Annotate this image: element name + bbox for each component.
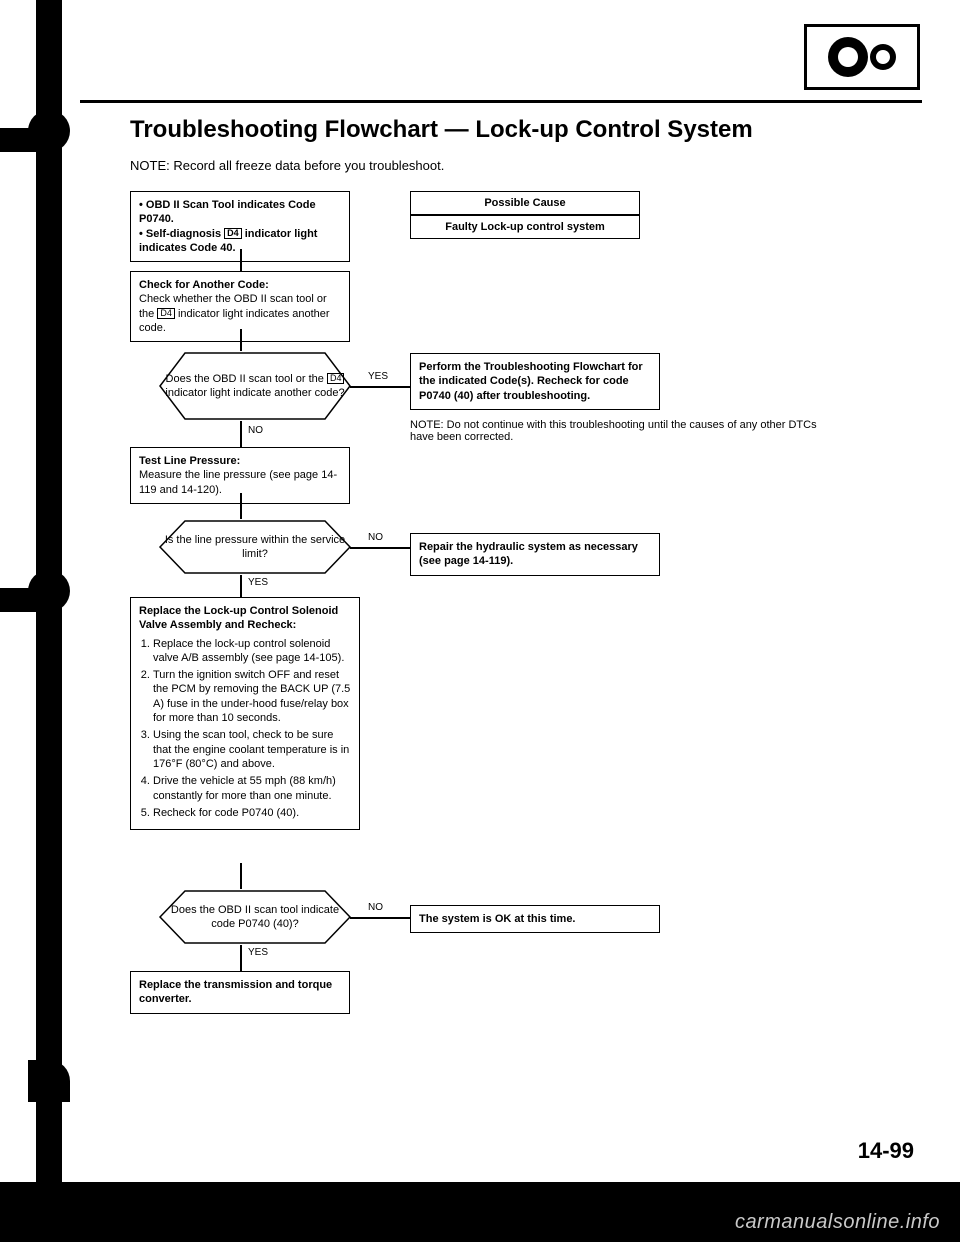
- connector: [350, 917, 410, 919]
- connector: [240, 329, 242, 351]
- gears-icon: [804, 24, 920, 90]
- node-perform-flowchart: Perform the Troubleshooting Flowchart fo…: [410, 353, 660, 410]
- replace-trans-text: Replace the transmission and torque conv…: [139, 979, 332, 1005]
- node-start-line1: • OBD II Scan Tool indicates Code P0740.: [139, 199, 316, 225]
- watermark: carmanualsonline.info: [735, 1211, 940, 1234]
- replace-step-1: Replace the lock-up control solenoid val…: [153, 637, 351, 666]
- note-dtc: NOTE: Do not continue with this troubles…: [410, 419, 830, 443]
- gear-icon: [870, 44, 896, 70]
- replace-step-4: Drive the vehicle at 55 mph (88 km/h) co…: [153, 774, 351, 803]
- label-no: NO: [368, 902, 383, 913]
- binder-hole: [28, 1060, 70, 1102]
- label-yes: YES: [248, 577, 268, 588]
- node-replace-transmission: Replace the transmission and torque conv…: [130, 971, 350, 1014]
- page-number: 14-99: [858, 1138, 914, 1164]
- decision-line-pressure: Is the line pressure within the service …: [130, 519, 380, 575]
- label-no: NO: [248, 425, 263, 436]
- note-record-freeze: NOTE: Record all freeze data before you …: [130, 158, 920, 173]
- possible-cause-heading: Possible Cause: [410, 191, 640, 215]
- binder-tab: [0, 588, 48, 612]
- connector: [240, 249, 242, 271]
- connector: [240, 421, 242, 447]
- possible-cause-text: Faulty Lock-up control system: [410, 215, 640, 239]
- connector: [240, 493, 242, 519]
- node-start-line2a: • Self-diagnosis: [139, 228, 221, 240]
- connector: [240, 945, 242, 971]
- label-yes: YES: [248, 947, 268, 958]
- header-rule: [80, 100, 922, 103]
- connector: [240, 575, 242, 597]
- dec2-text: Is the line pressure within the service …: [164, 533, 346, 562]
- connector: [350, 547, 410, 549]
- node-replace-solenoid: Replace the Lock-up Control Solenoid Val…: [130, 597, 360, 830]
- binder-tab: [0, 128, 48, 152]
- node-check-title: Check for Another Code:: [139, 279, 269, 291]
- d4-icon: D4: [224, 228, 242, 239]
- connector: [240, 863, 242, 889]
- page: Troubleshooting Flowchart — Lock-up Cont…: [0, 0, 960, 1242]
- replace-step-2: Turn the ignition switch OFF and reset t…: [153, 668, 351, 725]
- node-test-title: Test Line Pressure:: [139, 455, 240, 467]
- dec1-line1: Does the OBD II scan tool or the: [166, 373, 324, 385]
- repair-text: Repair the hydraulic system as necessary…: [419, 541, 638, 567]
- replace-title: Replace the Lock-up Control Solenoid Val…: [139, 605, 338, 631]
- node-test-body: Measure the line pressure (see page 14-1…: [139, 469, 337, 495]
- label-no: NO: [368, 532, 383, 543]
- page-title: Troubleshooting Flowchart — Lock-up Cont…: [130, 116, 920, 144]
- decision-code-P0740: Does the OBD II scan tool indicate code …: [130, 889, 380, 945]
- ok-text: The system is OK at this time.: [419, 913, 576, 925]
- connector: [350, 386, 410, 388]
- node-system-ok: The system is OK at this time.: [410, 905, 660, 933]
- dec1-line2: indicator light indicate another code?: [165, 387, 344, 399]
- gear-icon: [828, 37, 868, 77]
- d4-icon: D4: [327, 373, 345, 384]
- decision-another-code: Does the OBD II scan tool or the D4 indi…: [130, 351, 380, 421]
- replace-step-5: Recheck for code P0740 (40).: [153, 806, 351, 820]
- label-yes: YES: [368, 371, 388, 382]
- replace-step-3: Using the scan tool, check to be sure th…: [153, 728, 351, 771]
- flowchart: Possible Cause Faulty Lock-up control sy…: [130, 191, 920, 1091]
- content-area: Troubleshooting Flowchart — Lock-up Cont…: [100, 112, 920, 1091]
- node-repair-hydraulic: Repair the hydraulic system as necessary…: [410, 533, 660, 576]
- binder-spine: [36, 0, 62, 1242]
- d4-icon: D4: [157, 308, 175, 319]
- perform-text: Perform the Troubleshooting Flowchart fo…: [419, 361, 643, 402]
- dec3-text: Does the OBD II scan tool indicate code …: [164, 903, 346, 932]
